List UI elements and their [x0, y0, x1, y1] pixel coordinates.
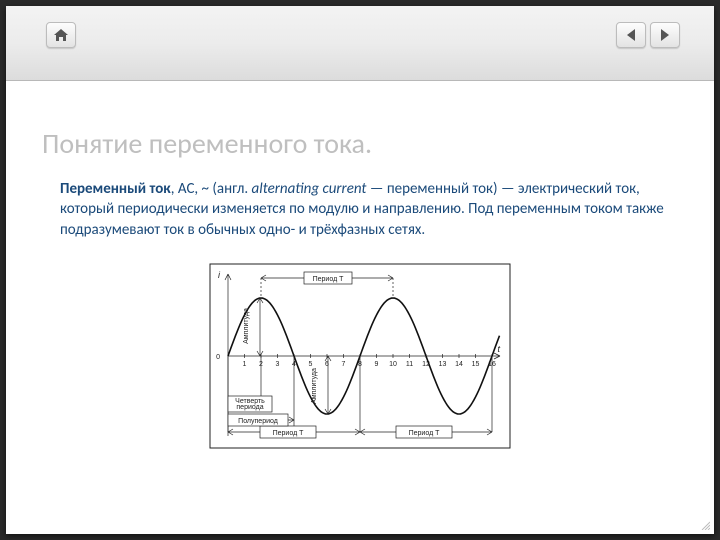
body-italic: alternating current: [252, 180, 367, 198]
svg-text:10: 10: [389, 361, 397, 368]
svg-text:Период Т: Период Т: [313, 276, 344, 283]
svg-text:13: 13: [439, 361, 447, 368]
figure-wrap: it012345678910111213141516Период ТПериод…: [42, 256, 678, 456]
svg-text:7: 7: [342, 361, 346, 368]
sine-figure: it012345678910111213141516Период ТПериод…: [200, 256, 520, 456]
slide-title: Понятие переменного тока.: [42, 126, 678, 161]
svg-text:периода: периода: [236, 404, 263, 411]
home-button[interactable]: [46, 22, 76, 48]
home-icon: [53, 28, 69, 42]
resize-corner-icon: [700, 520, 710, 530]
svg-text:Амплитуда: Амплитуда: [311, 368, 318, 404]
svg-text:1: 1: [243, 361, 247, 368]
svg-text:Период Т: Период Т: [273, 430, 304, 437]
body-bold: Переменный ток: [60, 180, 171, 198]
svg-text:Амплитуда: Амплитуда: [243, 308, 250, 344]
top-toolbar: [6, 6, 714, 81]
svg-text:6: 6: [325, 361, 329, 368]
svg-text:0: 0: [216, 354, 220, 361]
svg-text:3: 3: [276, 361, 280, 368]
chevron-right-icon: [661, 29, 669, 41]
svg-text:Период Т: Период Т: [409, 430, 440, 437]
prev-button[interactable]: [616, 22, 646, 48]
svg-text:11: 11: [406, 361, 413, 368]
svg-text:15: 15: [472, 361, 480, 368]
svg-text:i: i: [218, 270, 221, 280]
body-seg1: , AC, ~ (англ.: [171, 180, 252, 198]
svg-text:t: t: [497, 344, 500, 354]
svg-text:Полупериод: Полупериод: [238, 418, 278, 425]
svg-text:14: 14: [455, 361, 463, 368]
slide-body: Переменный ток, AC, ~ (англ. alternating…: [60, 179, 678, 240]
slide-content: Понятие переменного тока. Переменный ток…: [42, 126, 678, 456]
slide: Понятие переменного тока. Переменный ток…: [6, 6, 714, 534]
svg-text:9: 9: [375, 361, 379, 368]
chevron-left-icon: [627, 29, 635, 41]
stage: Понятие переменного тока. Переменный ток…: [0, 0, 720, 540]
next-button[interactable]: [650, 22, 680, 48]
svg-text:5: 5: [309, 361, 313, 368]
